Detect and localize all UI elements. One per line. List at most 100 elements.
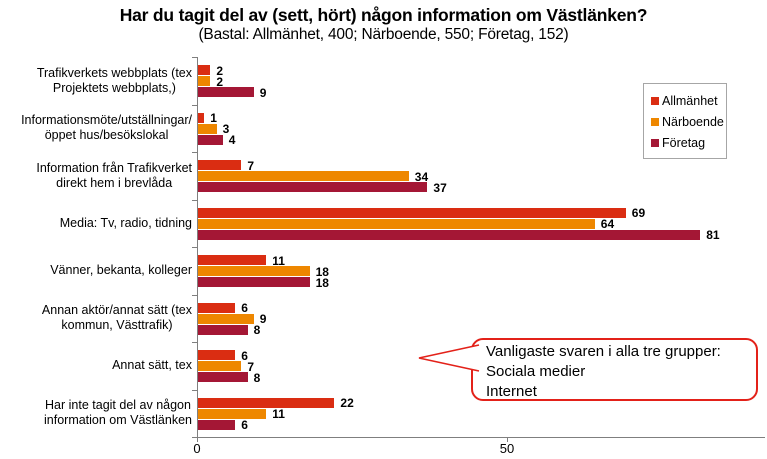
bar-value-label: 6 [241,418,248,432]
category-label-text: Information från Trafikverket direkt hem … [36,161,192,191]
bar [198,302,236,313]
y-axis-tick [192,294,197,296]
bar-value-label: 9 [259,85,267,100]
legend-item: Allmänhet [651,90,724,111]
category-label: Informationsmöte/utställningar/öppet hus… [4,105,192,153]
bar [198,397,335,408]
legend-swatch-icon [651,138,659,147]
y-axis-tick [192,152,197,153]
bar [198,218,595,229]
bar-value-label: 8 [253,323,261,337]
bar-value-label: 69 [631,206,646,220]
bar [198,207,626,218]
bar [198,408,267,419]
bar [198,350,236,360]
bar-value-label: 2 [216,63,224,78]
category-label-line: öppet hus/besökslokal [44,128,169,143]
bar [198,419,236,430]
category-label-line: Projektets webbplats,) [52,80,176,95]
x-axis-line [197,437,765,438]
bar [198,112,205,123]
category-label: Annat sätt, tex [4,342,192,390]
legend: Allmänhet Närboende Företag [643,83,727,159]
y-axis-tick [192,247,197,248]
bar-value-label: 34 [414,169,429,184]
bar-value-label: 7 [247,158,255,173]
legend-label: Närboende [662,114,724,129]
category-label: Media: Tv, radio, tidning [4,200,192,248]
category-label-line: Vänner, bekanta, kolleger [50,263,192,278]
legend-item: Företag [651,132,724,153]
bar-value-label: 2 [216,74,224,89]
bar-value-label: 1 [210,111,217,125]
category-label-text: Trafikverkets webbplats (tex Projektets w… [37,66,192,96]
y-axis-tick [192,104,197,106]
bar [198,372,248,382]
category-label-line: information om Västlänken [44,413,192,428]
bar-value-label: 81 [706,228,720,242]
category-label-line: Annat sätt, tex [112,358,192,373]
bar [198,87,254,97]
bar-value-label: 6 [241,348,248,363]
category-label-text: Vänner, bekanta, kolleger [50,263,192,278]
bar-value-label: 22 [340,396,354,410]
category-label-line: Information från Trafikverket [36,160,192,175]
category-label-line: kommun, Västtrafik) [61,318,173,333]
callout-bubble: Vanligaste svaren i alla tre grupper: So… [471,338,758,401]
bar [198,324,248,335]
bar-value-label: 18 [315,275,329,290]
chart-subtitle: (Bastal: Allmänhet, 400; Närboende, 550;… [198,26,569,43]
legend-swatch-icon [651,96,659,105]
x-axis-tick-label: 50 [499,441,515,456]
bar [198,277,310,287]
category-label-line: Informationsmöte/utställningar/ [21,113,192,128]
bar [198,123,217,134]
bar-value-label: 6 [241,301,248,315]
category-label: Trafikverkets webbplats (tex Projektets w… [4,57,192,105]
callout-line: Vanligaste svaren i alla tre grupper: [486,343,721,360]
y-axis-tick [192,57,197,58]
y-axis-tick [192,389,197,391]
category-label-line: Har inte tagit del av någon [45,398,191,413]
category-label-line: Annan aktör/annat sätt (tex [41,303,192,318]
legend-label: Företag [662,135,706,150]
y-axis-tick [192,437,197,438]
bar [198,171,409,181]
bar [198,134,223,145]
bar-value-label: 18 [315,264,329,279]
x-axis-tick [507,438,508,442]
bar [198,266,310,276]
category-label: Annan aktör/annat sätt (tex kommun, Västt… [4,295,192,343]
bar [198,76,211,86]
bar-value-label: 3 [222,122,230,136]
category-label: Har inte tagit del av någon information o… [4,390,192,438]
bar-value-label: 64 [600,217,615,231]
legend-item: Närboende [651,111,724,132]
y-axis-tick [192,342,197,343]
category-label-line: direkt hem i brevlåda [56,175,173,190]
category-label-line: Trafikverkets webbplats (tex [36,65,192,80]
category-label-text: Annan aktör/annat sätt (tex kommun, Västt… [42,303,192,333]
bar-value-label: 4 [228,133,236,147]
bar [198,255,267,265]
bar-value-label: 8 [253,370,261,385]
bar [198,313,254,324]
y-axis-tick [192,199,197,201]
callout-line: Sociala medier [486,363,586,380]
legend-label: Allmänhet [662,93,718,108]
category-label-line: Media: Tv, radio, tidning [59,215,192,230]
category-label: Vänner, bekanta, kolleger [4,247,192,295]
y-axis-line [197,57,198,442]
chart-title: Har du tagit del av (sett, hört) någon i… [119,5,648,25]
legend-swatch-icon [651,117,659,126]
callout-line: Internet [486,383,537,400]
bar-value-label: 9 [259,312,267,326]
category-label-text: Informationsmöte/utställningar/öppet hus… [21,113,192,143]
bar [198,229,701,240]
category-label-text: Annat sätt, tex [112,358,192,373]
bar-value-label: 11 [272,407,285,421]
bar-value-label: 7 [247,359,255,374]
category-label-text: Media: Tv, radio, tidning [60,216,192,231]
bar [198,361,242,371]
bar [198,65,211,75]
